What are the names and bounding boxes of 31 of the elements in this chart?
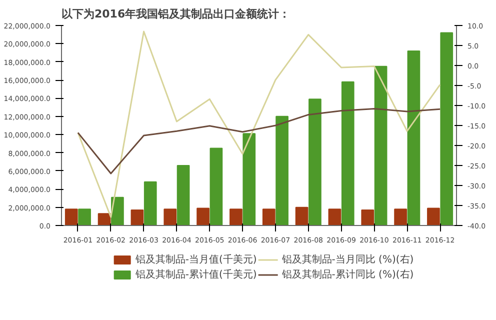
bar	[341, 81, 354, 226]
bar	[242, 133, 256, 226]
bar	[262, 208, 276, 226]
bar	[295, 206, 308, 226]
bar	[308, 98, 322, 226]
bar	[374, 66, 388, 226]
bar	[427, 208, 440, 226]
bar	[210, 148, 223, 226]
bar	[230, 208, 242, 226]
bar	[328, 208, 342, 226]
bar	[130, 210, 144, 226]
chart-title: 以下为2016年我国铝及其制品出口金额统计：	[62, 8, 290, 20]
line-series	[77, 108, 441, 174]
bar	[78, 208, 91, 226]
bar	[176, 165, 190, 226]
bar	[111, 196, 124, 226]
line-series	[77, 30, 441, 218]
bar	[64, 208, 78, 226]
bar	[394, 208, 407, 226]
bar	[164, 208, 177, 226]
bar	[407, 50, 420, 226]
bar	[440, 32, 454, 226]
bar	[361, 210, 374, 226]
bar	[98, 213, 111, 226]
legend-label: 铝及其制品-累计值(千美元)	[135, 268, 257, 282]
bar	[196, 208, 210, 226]
legend-label: 铝及其制品-当月同比 (%)(右)	[282, 253, 414, 266]
legend-label: 铝及其制品-累计同比 (%)(右)	[282, 268, 414, 282]
bar	[276, 116, 288, 226]
legend-label: 铝及其制品-当月值(千美元)	[135, 253, 257, 266]
bar	[144, 181, 157, 226]
